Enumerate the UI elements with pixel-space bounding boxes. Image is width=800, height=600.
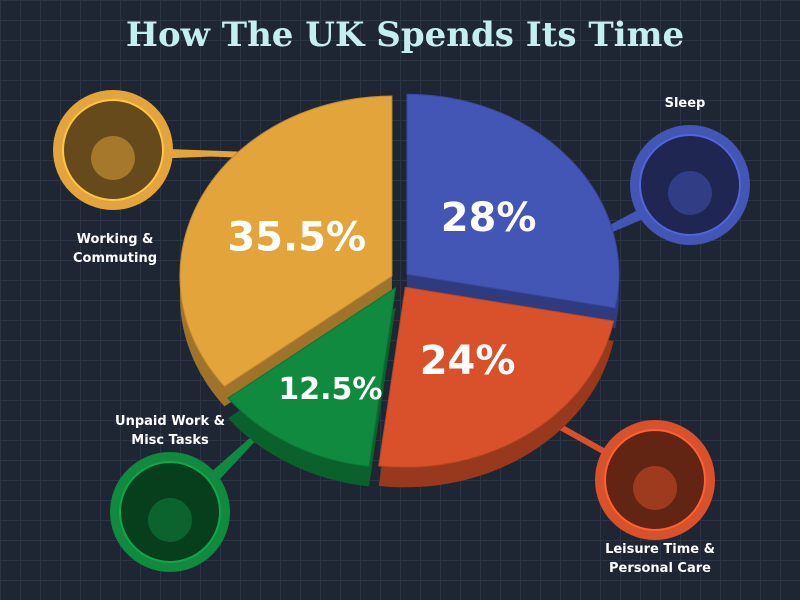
pie-slice	[179, 95, 393, 388]
category-label: Leisure Time & Personal Care	[605, 542, 715, 576]
value-label: 35.5%	[227, 214, 366, 260]
callout-icon	[633, 466, 677, 510]
value-label: 24%	[420, 338, 516, 384]
category-label: Working & Commuting	[72, 232, 158, 266]
category-label: Sleep	[664, 96, 706, 111]
pie-slice	[378, 286, 615, 468]
callout-icon	[91, 136, 135, 180]
value-label: 12.5%	[278, 372, 382, 407]
value-label: 28%	[441, 195, 537, 241]
category-label: Unpaid Work & Misc Tasks	[115, 414, 225, 448]
callout-icon	[148, 498, 192, 542]
chart-title: How The UK Spends Its Time	[126, 15, 684, 55]
pie-slice	[227, 286, 397, 467]
pie-slice	[406, 93, 620, 309]
callout-icon	[668, 171, 712, 215]
